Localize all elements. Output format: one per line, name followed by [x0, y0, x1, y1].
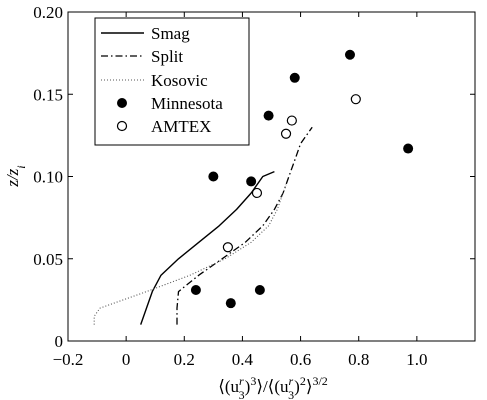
point-minnesota [263, 110, 274, 121]
x-tick-label: 1.0 [406, 350, 427, 369]
y-tick-label: 0.20 [33, 3, 63, 22]
point-minnesota [289, 72, 300, 83]
point-amtex [222, 242, 233, 253]
legend-label-minnesota: Minnesota [151, 94, 223, 113]
x-tick-label: 0.8 [348, 350, 369, 369]
point-minnesota [254, 285, 265, 296]
x-tick-label: 0 [122, 350, 131, 369]
legend-label-kosovic: Kosovic [151, 71, 208, 90]
x-tick-label: −0.2 [53, 350, 84, 369]
point-amtex [280, 128, 292, 139]
point-amtex [286, 115, 297, 126]
point-minnesota [344, 49, 355, 60]
y-tick-label: 0.15 [33, 85, 63, 104]
legend-marker-amtex [116, 120, 128, 132]
point-amtex [251, 187, 263, 199]
y-axis-ticks: 0 0.05 0.10 0.15 0.20 [33, 3, 475, 351]
legend-label-split: Split [151, 47, 183, 66]
legend-label-amtex: AMTEX [151, 117, 211, 136]
x-axis-ticks: −0.2 0 0.2 0.4 0.6 0.8 1.0 [53, 12, 427, 369]
x-axis-label: ⟨(ur 3)3⟩/⟨(ur 3)2⟩3/2 [218, 374, 328, 400]
x-tick-label: 0.2 [174, 350, 195, 369]
point-minnesota [225, 298, 236, 309]
y-axis-label: z/zi [3, 165, 28, 187]
point-minnesota [246, 176, 257, 187]
y-tick-label: 0.05 [33, 250, 63, 269]
x-tick-label: 0.4 [232, 350, 254, 369]
y-tick-label: 0.10 [33, 168, 63, 187]
series-line-smag [140, 170, 275, 325]
point-minnesota [403, 143, 414, 154]
legend: Smag Split Kosovic Minnesota AMTEX [94, 17, 250, 146]
point-amtex [350, 94, 361, 105]
point-minnesota [208, 171, 219, 182]
legend-marker-minnesota [117, 98, 127, 108]
legend-label-smag: Smag [151, 24, 190, 43]
series-line-split [176, 126, 313, 325]
x-tick-label: 0.6 [290, 350, 311, 369]
series-layer [93, 49, 414, 325]
y-tick-label: 0 [55, 332, 64, 351]
point-minnesota [190, 285, 201, 296]
